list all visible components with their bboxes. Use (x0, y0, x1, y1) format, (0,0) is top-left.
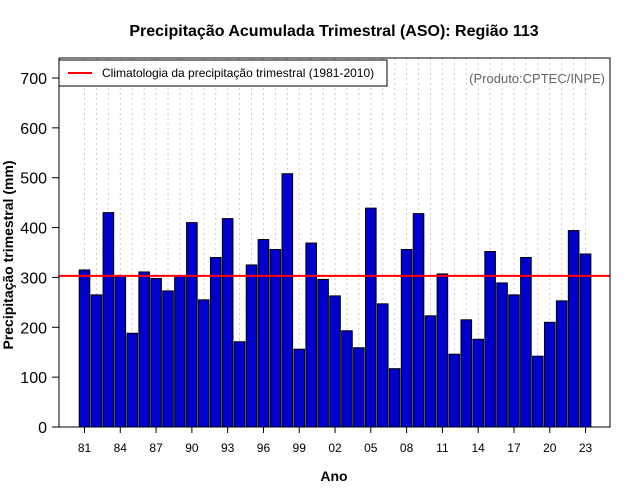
x-tick-label: 08 (400, 441, 414, 455)
bar-2021 (555, 300, 568, 428)
bar-2015 (484, 251, 496, 428)
bar-2019 (532, 355, 544, 428)
bar-2000 (305, 242, 317, 428)
bar-1987 (150, 277, 162, 428)
gridlines (84, 58, 587, 427)
x-tick-label: 17 (507, 441, 521, 455)
x-tick-label: 81 (78, 441, 92, 455)
bar-1995 (245, 264, 258, 428)
bar-2018 (520, 256, 532, 428)
bar-1999 (293, 348, 306, 428)
legend: Climatologia da precipitação trimestral … (58, 59, 388, 87)
y-tick-label: 400 (20, 221, 47, 238)
x-tick-label: 96 (257, 441, 271, 455)
bars (78, 173, 592, 428)
x-tick-label: 90 (185, 441, 199, 455)
bar-1990 (186, 222, 198, 428)
x-axis-label: Ano (320, 468, 347, 484)
bar-1984 (114, 275, 127, 428)
bar-2020 (543, 321, 556, 428)
bar-1982 (90, 294, 103, 428)
bar-1996 (257, 239, 270, 428)
bar-2013 (460, 319, 473, 428)
x-tick-label: 99 (293, 441, 307, 455)
bar-2014 (472, 338, 484, 428)
y-tick-label: 200 (20, 320, 47, 337)
bar-2002 (329, 295, 341, 428)
y-tick-label: 300 (20, 270, 47, 287)
y-tick-label: 100 (20, 370, 47, 387)
bar-1991 (198, 299, 210, 428)
bar-2022 (567, 230, 580, 428)
legend-box (58, 59, 388, 87)
bar-1983 (102, 212, 115, 428)
x-tick-label: 20 (543, 441, 557, 455)
y-tick-label: 700 (20, 71, 47, 88)
y-axis: 0 100 200 300 400 500 600 700 (20, 71, 59, 437)
bar-1998 (281, 173, 294, 428)
bar-2009 (412, 213, 425, 428)
x-tick-label: 14 (472, 441, 486, 455)
x-axis: 81 84 87 90 93 96 99 02 05 08 11 14 17 20 23 (78, 427, 593, 455)
x-tick-label: 02 (328, 441, 342, 455)
bar-2001 (317, 278, 329, 428)
product-credit: (Produto:CPTEC/INPE) (469, 71, 605, 86)
bar-2003 (341, 330, 353, 428)
x-tick-label: 87 (149, 441, 163, 455)
x-tick-label: 11 (436, 441, 449, 455)
bar-2005 (365, 207, 377, 428)
bar-2023 (579, 253, 592, 428)
bar-1993 (221, 218, 234, 428)
bar-2016 (496, 282, 508, 428)
x-tick-label: 23 (579, 441, 593, 455)
bar-1986 (138, 271, 150, 428)
chart-title: Precipitação Acumulada Trimestral (ASO):… (129, 23, 538, 40)
x-tick-label: 93 (221, 441, 235, 455)
x-tick-label: 05 (364, 441, 378, 455)
bar-2017 (508, 294, 520, 428)
bar-1988 (162, 290, 174, 428)
legend-label: Climatologia da precipitação trimestral … (102, 66, 374, 80)
y-tick-label: 500 (20, 171, 47, 188)
bar-1994 (233, 341, 246, 428)
bar-1992 (209, 256, 222, 428)
plot-frame (58, 57, 611, 428)
bar-1985 (126, 332, 139, 428)
bar-2012 (448, 353, 461, 428)
bar-1989 (174, 275, 186, 428)
bar-2010 (424, 315, 437, 428)
bar-2006 (376, 303, 389, 428)
bar-2007 (388, 368, 401, 428)
y-axis-label: Precipitação trimestral (mm) (0, 160, 16, 349)
bar-1981 (78, 269, 91, 428)
y-tick-label: 600 (20, 121, 47, 138)
bar-2004 (353, 347, 365, 428)
y-tick-label: 0 (38, 420, 47, 437)
bar-2011 (436, 273, 449, 428)
x-tick-label: 84 (114, 441, 128, 455)
